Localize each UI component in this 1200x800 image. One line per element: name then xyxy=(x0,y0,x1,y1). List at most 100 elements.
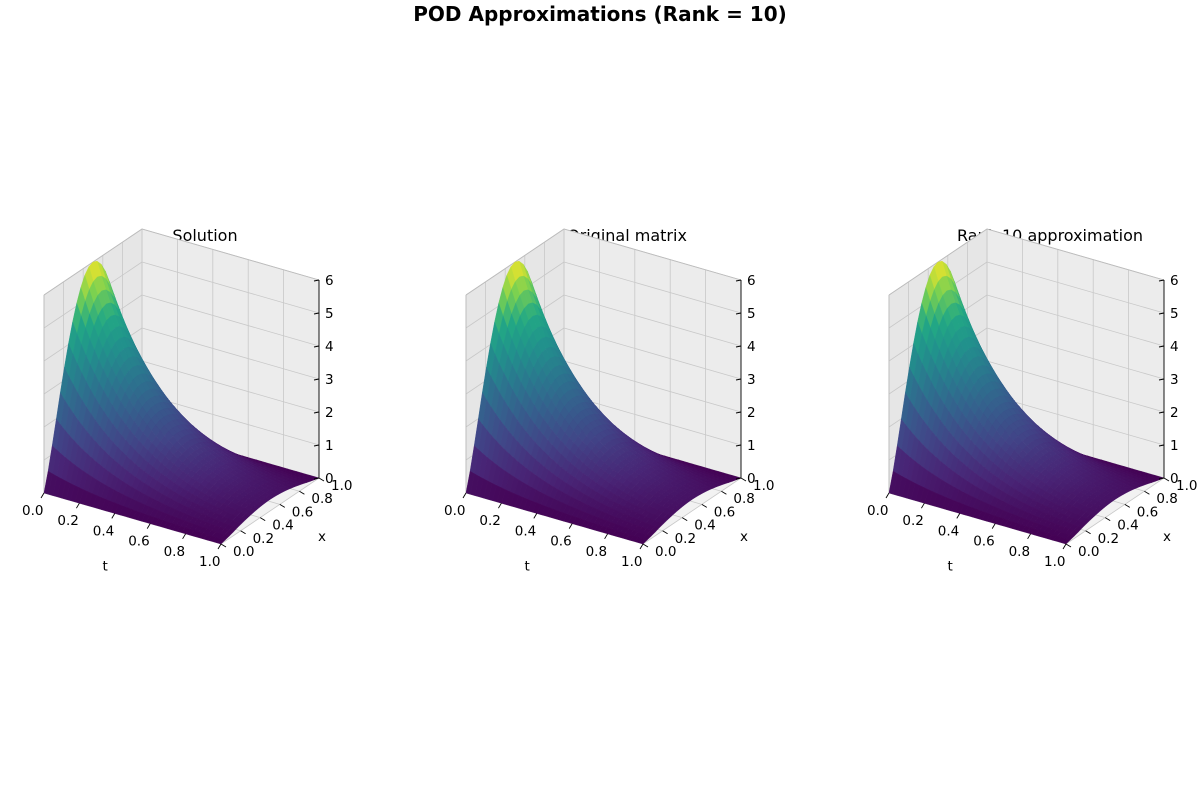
z-tick-label: 0 xyxy=(1170,471,1179,487)
t-tick-label: 0.8 xyxy=(1009,544,1030,560)
t-axis-label: t xyxy=(525,559,530,575)
axes xyxy=(885,279,1170,550)
surface-patch xyxy=(216,538,226,545)
grid-line xyxy=(986,294,1165,347)
x-axis-label: x xyxy=(740,529,748,545)
t-tick xyxy=(217,543,222,550)
surface-plot-original-matrix: 0.00.20.40.60.81.0t0.00.20.40.60.81.0x01… xyxy=(444,228,774,575)
z-tick-label: 5 xyxy=(747,306,756,322)
t-tick-label: 0.6 xyxy=(128,534,149,550)
x-tick-label: 1.0 xyxy=(753,478,774,494)
grid-line xyxy=(563,360,742,413)
x-tick xyxy=(279,504,286,508)
subplot-solution: Solution 0.0 0.2 0.4 0.6 0.8 1.0 t 0.0 0.2 0.4 0.6… xyxy=(5,220,405,600)
z-tick-label: 0 xyxy=(747,471,756,487)
figure-title: POD Approximations (Rank = 10) xyxy=(413,2,787,26)
t-tick xyxy=(568,523,573,529)
z-tick-label: 2 xyxy=(325,405,334,421)
t-tick xyxy=(1027,533,1031,540)
t-tick-label: 0.8 xyxy=(586,544,607,560)
t-tick xyxy=(921,502,925,509)
grid-line xyxy=(563,327,742,380)
t-tick xyxy=(498,502,502,509)
z-tick xyxy=(313,411,320,414)
t-tick xyxy=(956,513,961,519)
surface-mesh xyxy=(43,260,320,545)
t-tick-label: 0.6 xyxy=(550,534,571,550)
z-tick-label: 3 xyxy=(325,372,334,388)
x-tick xyxy=(740,477,747,482)
x-tick xyxy=(721,490,727,495)
x-tick xyxy=(318,477,325,482)
x-tick xyxy=(701,504,708,508)
t-axis-label: t xyxy=(103,559,108,575)
x-tick-label: 0.8 xyxy=(1156,491,1177,507)
z-tick xyxy=(313,312,320,315)
t-tick xyxy=(182,533,186,540)
surface-plot-solution: 0.00.20.40.60.81.0t0.00.20.40.60.81.0x01… xyxy=(22,228,352,575)
x-tick-label: 0.0 xyxy=(1078,544,1099,560)
t-tick-label: 0.4 xyxy=(93,523,114,539)
z-tick-label: 4 xyxy=(747,339,756,355)
x-tick xyxy=(1144,490,1150,495)
z-tick-label: 5 xyxy=(1170,306,1179,322)
x-tick xyxy=(1085,530,1091,535)
grid-line xyxy=(986,393,1165,446)
x-tick xyxy=(1065,543,1072,548)
t-tick xyxy=(1062,543,1067,550)
z-tick xyxy=(735,411,742,414)
z-tick xyxy=(1158,444,1165,447)
x-tick xyxy=(259,517,266,521)
grid-line xyxy=(563,294,742,347)
z-tick-label: 3 xyxy=(747,372,756,388)
x-tick-label: 0.2 xyxy=(1098,531,1119,547)
z-tick xyxy=(313,477,320,480)
grid-line xyxy=(986,261,1165,314)
x-tick xyxy=(681,517,688,521)
z-tick-label: 1 xyxy=(325,438,334,454)
x-tick-label: 0.4 xyxy=(272,518,293,534)
x-tick-label: 0.8 xyxy=(311,491,332,507)
t-tick-label: 0.2 xyxy=(57,513,78,529)
z-tick-label: 5 xyxy=(325,306,334,322)
z-tick xyxy=(1158,312,1165,315)
z-tick-label: 4 xyxy=(325,339,334,355)
x-tick xyxy=(299,490,305,495)
t-tick-label: 0.0 xyxy=(867,503,888,519)
t-tick xyxy=(991,523,996,529)
t-tick-label: 0.2 xyxy=(902,513,923,529)
z-tick xyxy=(735,477,742,480)
surface-plot-rank-approximation: 0.00.20.40.60.81.0t0.00.20.40.60.81.0x01… xyxy=(867,228,1197,575)
t-tick-label: 0.4 xyxy=(938,523,959,539)
subplot-title: Solution xyxy=(172,226,238,245)
t-tick xyxy=(604,533,608,540)
t-tick-label: 0.4 xyxy=(515,523,536,539)
x-tick-label: 0.6 xyxy=(1137,504,1158,520)
z-tick xyxy=(735,279,742,282)
x-tick-label: 0.2 xyxy=(253,531,274,547)
x-axis-label: x xyxy=(1163,529,1171,545)
z-tick xyxy=(735,345,742,348)
z-tick xyxy=(1158,477,1165,480)
z-tick-label: 2 xyxy=(747,405,756,421)
x-tick xyxy=(220,543,227,548)
x-tick-label: 0.8 xyxy=(733,491,754,507)
t-tick xyxy=(76,502,80,509)
z-tick xyxy=(313,378,320,381)
x-tick xyxy=(642,543,649,548)
axes xyxy=(40,279,325,550)
z-tick xyxy=(735,444,742,447)
axes xyxy=(462,279,747,550)
surface-patch xyxy=(638,538,648,545)
surface-patch xyxy=(1061,538,1071,545)
pane-edge xyxy=(888,228,1165,296)
t-tick xyxy=(111,513,116,519)
t-tick-label: 0.6 xyxy=(973,534,994,550)
x-tick-label: 0.0 xyxy=(655,544,676,560)
surface-mesh xyxy=(465,260,742,545)
pane-edge xyxy=(43,228,320,296)
z-tick xyxy=(1158,345,1165,348)
x-tick-label: 1.0 xyxy=(1176,478,1197,494)
x-tick xyxy=(1124,504,1131,508)
z-tick-label: 1 xyxy=(747,438,756,454)
